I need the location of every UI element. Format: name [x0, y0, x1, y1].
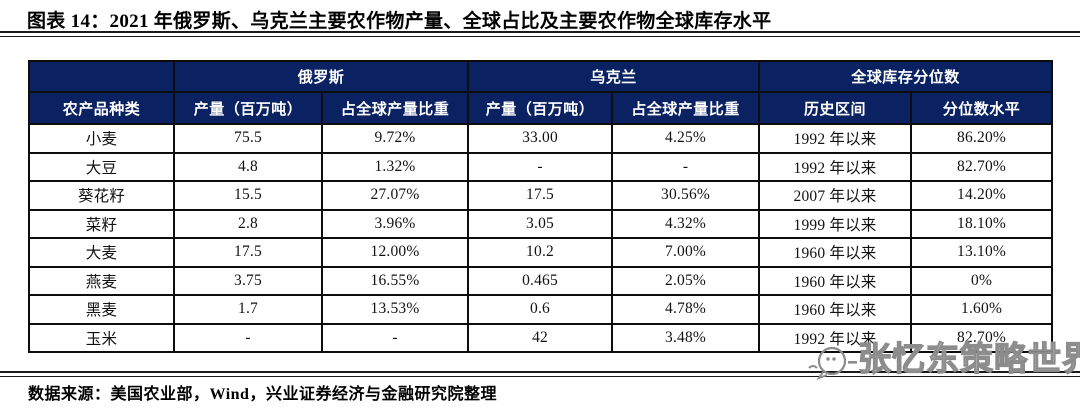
table-cell: 12.00%: [320, 237, 470, 268]
crop-name-cell: 黑麦: [28, 294, 175, 325]
column-header: 农产品种类: [28, 91, 175, 125]
table-row: 菜籽 2.8 3.96% 3.05 4.32% 1999 年以来 18.10%: [28, 208, 1054, 239]
table-cell: 4.78%: [611, 294, 761, 325]
table-cell: 1992 年以来: [758, 151, 913, 182]
crop-name-cell: 葵花籽: [28, 180, 175, 211]
table-cell: 1999 年以来: [758, 208, 913, 239]
table-cell: 7.00%: [611, 237, 761, 268]
table-cell: 1.32%: [320, 151, 470, 182]
column-header: 分位数水平: [910, 91, 1054, 125]
table-cell: 9.72%: [320, 123, 470, 154]
table-cell: 15.5: [173, 180, 323, 211]
group-header-row: 俄罗斯 乌克兰 全球库存分位数: [28, 60, 1054, 93]
table-cell: 42: [467, 322, 614, 353]
table-cell: 1.60%: [910, 294, 1054, 325]
table-cell: 3.75: [173, 265, 323, 296]
table-cell: 82.70%: [910, 322, 1054, 353]
crop-name-cell: 大麦: [28, 237, 175, 268]
table-cell: 1992 年以来: [758, 123, 913, 154]
table-cell: 1.7: [173, 294, 323, 325]
table-cell: 13.10%: [910, 237, 1054, 268]
column-header: 历史区间: [758, 91, 913, 125]
crop-name-cell: 燕麦: [28, 265, 175, 296]
crop-name-cell: 小麦: [28, 123, 175, 154]
table-cell: 4.32%: [611, 208, 761, 239]
crop-name-cell: 菜籽: [28, 208, 175, 239]
table-cell: 1960 年以来: [758, 265, 913, 296]
table-cell: -: [467, 151, 614, 182]
column-header: 产量（百万吨）: [467, 91, 614, 125]
column-header-row: 农产品种类 产量（百万吨） 占全球产量比重 产量（百万吨） 占全球产量比重 历史区间 分位数…: [28, 91, 1054, 125]
table-cell: 17.5: [467, 180, 614, 211]
figure-title: 图表 14：2021 年俄罗斯、乌克兰主要农作物产量、全球占比及主要农作物全球库…: [27, 11, 772, 32]
table-cell: 3.05: [467, 208, 614, 239]
column-header: 占全球产量比重: [320, 91, 470, 125]
corner-cell: [28, 60, 175, 93]
table-cell: 17.5: [173, 237, 323, 268]
table-cell: 0.465: [467, 265, 614, 296]
table-cell: -: [320, 322, 470, 353]
table-row: 大麦 17.5 12.00% 10.2 7.00% 1960 年以来 13.10%: [28, 237, 1054, 268]
table-cell: 3.96%: [320, 208, 470, 239]
table-cell: 14.20%: [910, 180, 1054, 211]
column-header: 产量（百万吨）: [173, 91, 323, 125]
group-header: 乌克兰: [467, 60, 761, 93]
table-row: 黑麦 1.7 13.53% 0.6 4.78% 1960 年以来 1.60%: [28, 294, 1054, 325]
group-header: 全球库存分位数: [758, 60, 1054, 93]
data-source: 数据来源：美国农业部，Wind，兴业证券经济与金融研究院整理: [28, 386, 497, 403]
table-cell: 82.70%: [910, 151, 1054, 182]
table-cell: 3.48%: [611, 322, 761, 353]
table-row: 葵花籽 15.5 27.07% 17.5 30.56% 2007 年以来 14.20%: [28, 180, 1054, 211]
table-cell: 2.05%: [611, 265, 761, 296]
column-header: 占全球产量比重: [611, 91, 761, 125]
table-cell: 16.55%: [320, 265, 470, 296]
table-cell: 30.56%: [611, 180, 761, 211]
table-cell: 10.2: [467, 237, 614, 268]
table-cell: 1960 年以来: [758, 294, 913, 325]
table-cell: 75.5: [173, 123, 323, 154]
crop-name-cell: 大豆: [28, 151, 175, 182]
table-row: 小麦 75.5 9.72% 33.00 4.25% 1992 年以来 86.20%: [28, 123, 1054, 154]
table-cell: 4.8: [173, 151, 323, 182]
table-cell: -: [611, 151, 761, 182]
table-cell: 0%: [910, 265, 1054, 296]
table-cell: 1992 年以来: [758, 322, 913, 353]
crops-table: 俄罗斯 乌克兰 全球库存分位数 农产品种类 产量（百万吨） 占全球产量比重 产量（百万吨）占…: [28, 60, 1054, 353]
title-divider: [0, 31, 1080, 37]
table-cell: 18.10%: [910, 208, 1054, 239]
table-cell: 2007 年以来: [758, 180, 913, 211]
table-cell: 4.25%: [611, 123, 761, 154]
footer-divider: [0, 371, 1080, 377]
table-cell: 0.6: [467, 294, 614, 325]
table-row: 燕麦 3.75 16.55% 0.465 2.05% 1960 年以来 0%: [28, 265, 1054, 296]
table-cell: 33.00: [467, 123, 614, 154]
group-header: 俄罗斯: [172, 60, 470, 93]
table-row: 大豆 4.8 1.32% - -1992 年以来 82.70%: [28, 151, 1054, 182]
table-cell: 2.8: [173, 208, 323, 239]
table-cell: -: [173, 322, 323, 353]
table-cell: 86.20%: [910, 123, 1054, 154]
crop-name-cell: 玉米: [28, 322, 175, 353]
table-row: 玉米 - -42 3.48% 1992 年以来 82.70%: [28, 322, 1054, 353]
table-cell: 27.07%: [320, 180, 470, 211]
table-cell: 1960 年以来: [758, 237, 913, 268]
table-cell: 13.53%: [320, 294, 470, 325]
